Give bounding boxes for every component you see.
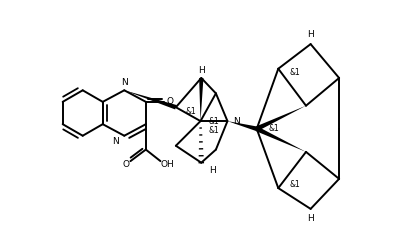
Polygon shape xyxy=(124,90,177,109)
Text: H: H xyxy=(209,166,216,175)
Text: O: O xyxy=(166,97,173,106)
Text: O: O xyxy=(122,161,129,170)
Text: H: H xyxy=(198,66,205,75)
Text: &1: &1 xyxy=(209,126,220,135)
Text: &1: &1 xyxy=(268,124,279,133)
Text: N: N xyxy=(233,117,240,125)
Text: &1: &1 xyxy=(209,117,220,125)
Text: H: H xyxy=(307,214,314,223)
Polygon shape xyxy=(256,106,306,131)
Text: N: N xyxy=(112,137,118,146)
Polygon shape xyxy=(256,127,306,152)
Polygon shape xyxy=(228,121,257,131)
Text: &1: &1 xyxy=(290,180,301,189)
Polygon shape xyxy=(199,78,203,121)
Text: OH: OH xyxy=(160,161,174,170)
Text: N: N xyxy=(121,78,128,87)
Text: &1: &1 xyxy=(290,68,301,77)
Text: H: H xyxy=(307,30,314,39)
Text: &1: &1 xyxy=(186,107,197,116)
